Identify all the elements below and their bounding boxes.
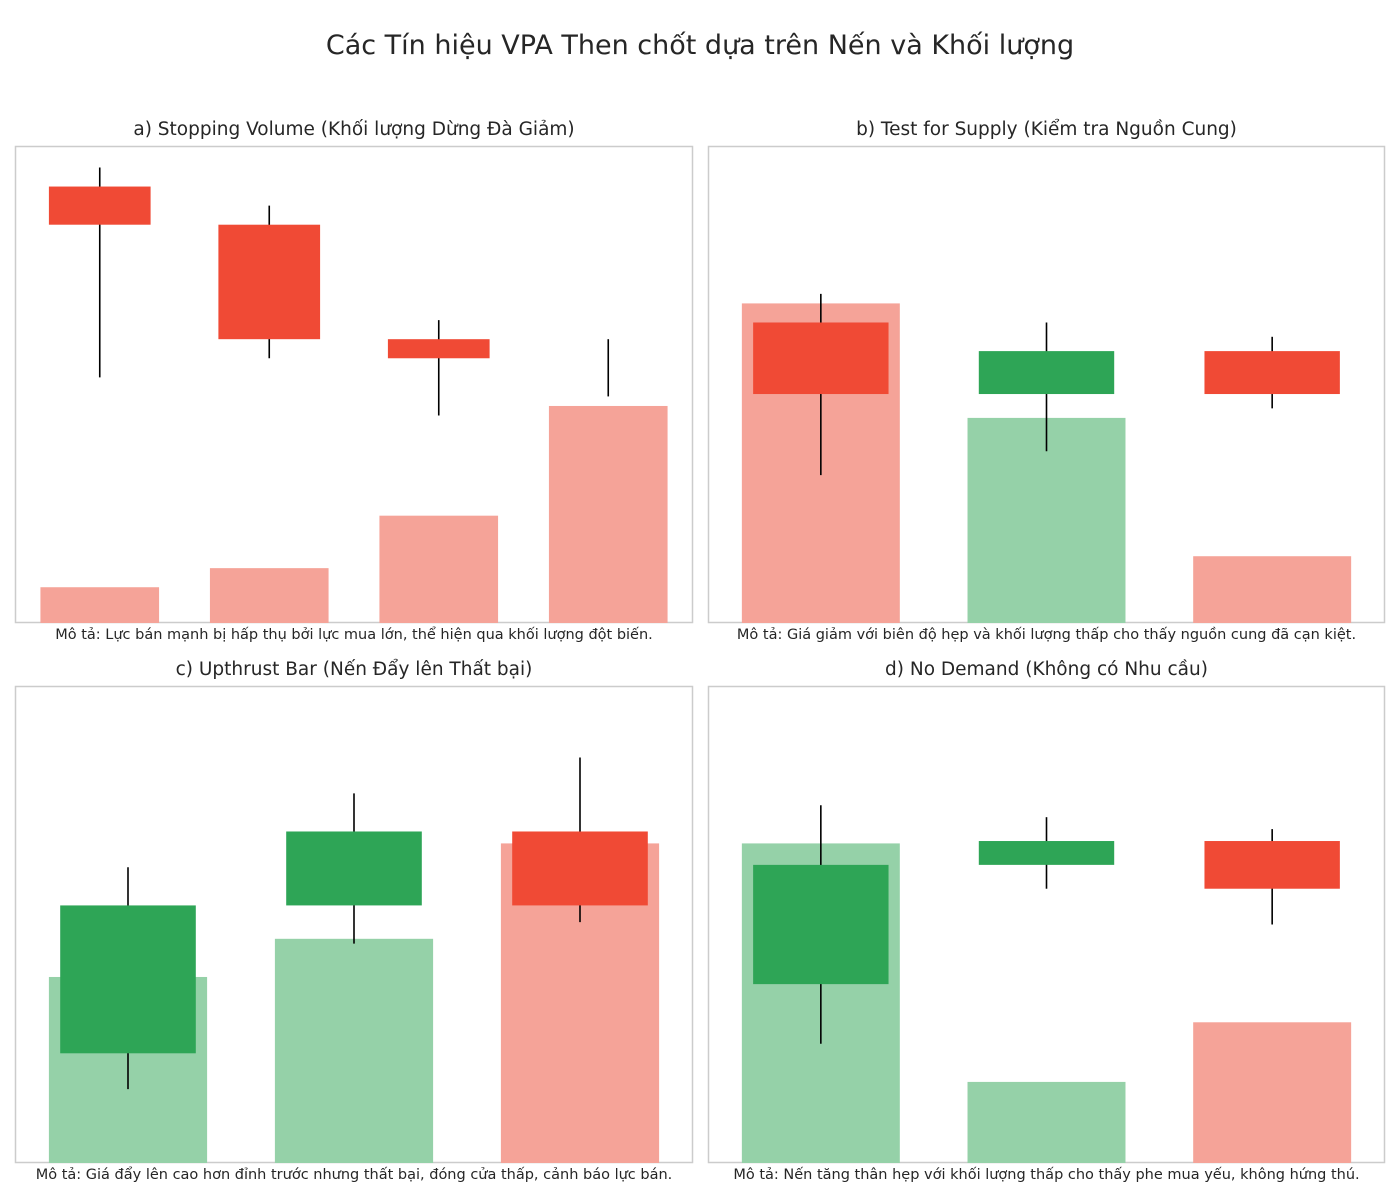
figure-title: Các Tín hiệu VPA Then chốt dựa trên Nến …	[325, 30, 1075, 61]
volume-bar	[1193, 1022, 1352, 1163]
volume-bar	[548, 405, 668, 623]
candle-body	[1204, 351, 1340, 395]
panel-a-chart	[14, 145, 694, 624]
volume-bar	[1193, 556, 1352, 623]
plot-frame	[14, 145, 694, 624]
volume-bar	[274, 938, 434, 1163]
candle-body	[387, 339, 490, 359]
candle-body	[286, 831, 422, 906]
candle-body	[512, 831, 648, 906]
candle-body	[48, 186, 151, 225]
volume-bar	[209, 568, 329, 623]
panel-b-title: b) Test for Supply (Kiểm tra Nguồn Cung)	[856, 119, 1237, 140]
panel-c-description: Mô tả: Giá đẩy lên cao hơn đỉnh trước nh…	[35, 1167, 673, 1183]
candle-body	[218, 224, 321, 340]
candle-body	[753, 864, 889, 985]
candle-body	[978, 841, 1115, 865]
volume-bar	[379, 515, 499, 623]
volume-bar	[967, 1081, 1126, 1163]
candle-body	[1204, 841, 1340, 889]
panel-d-description: Mô tả: Nến tăng thân hẹp với khối lượng …	[733, 1167, 1360, 1183]
panel-c-title: c) Upthrust Bar (Nến Đẩy lên Thất bại)	[175, 659, 533, 680]
panel-b-description: Mô tả: Giá giảm với biên độ hẹp và khối …	[736, 627, 1357, 643]
panel-a-description: Mô tả: Lực bán mạnh bị hấp thụ bởi lực m…	[55, 627, 653, 643]
volume-bar	[40, 587, 160, 623]
panel-c-chart	[14, 685, 694, 1164]
candle-body	[978, 351, 1115, 395]
panel-a-title: a) Stopping Volume (Khối lượng Dừng Đà G…	[133, 119, 575, 140]
candle-body	[753, 322, 889, 395]
panel-d-title: d) No Demand (Không có Nhu cầu)	[885, 659, 1208, 680]
panel-d-chart	[707, 685, 1386, 1164]
volume-bar	[967, 417, 1126, 623]
candle-body	[60, 905, 196, 1054]
panel-b-chart	[707, 145, 1386, 624]
